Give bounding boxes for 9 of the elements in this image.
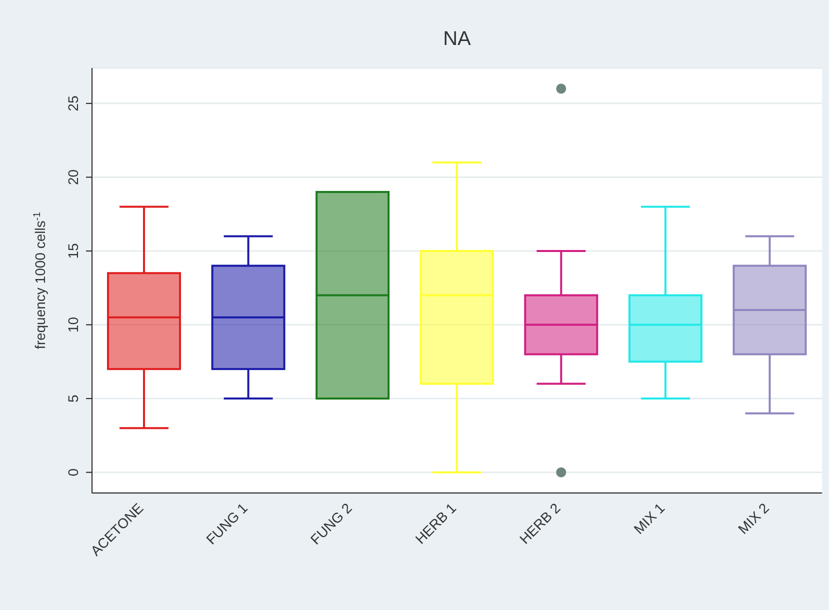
y-tick-label: 0 bbox=[65, 468, 81, 476]
y-tick-label: 5 bbox=[65, 394, 81, 402]
x-tick-label: MIX 2 bbox=[734, 500, 772, 537]
y-tick-label: 15 bbox=[65, 242, 81, 259]
y-tick-label: 10 bbox=[65, 316, 81, 333]
y-tick-label: 20 bbox=[65, 169, 81, 185]
chart-title: NA bbox=[443, 28, 472, 50]
x-tick-label: MIX 1 bbox=[630, 500, 668, 537]
y-tick-label: 25 bbox=[65, 95, 81, 112]
